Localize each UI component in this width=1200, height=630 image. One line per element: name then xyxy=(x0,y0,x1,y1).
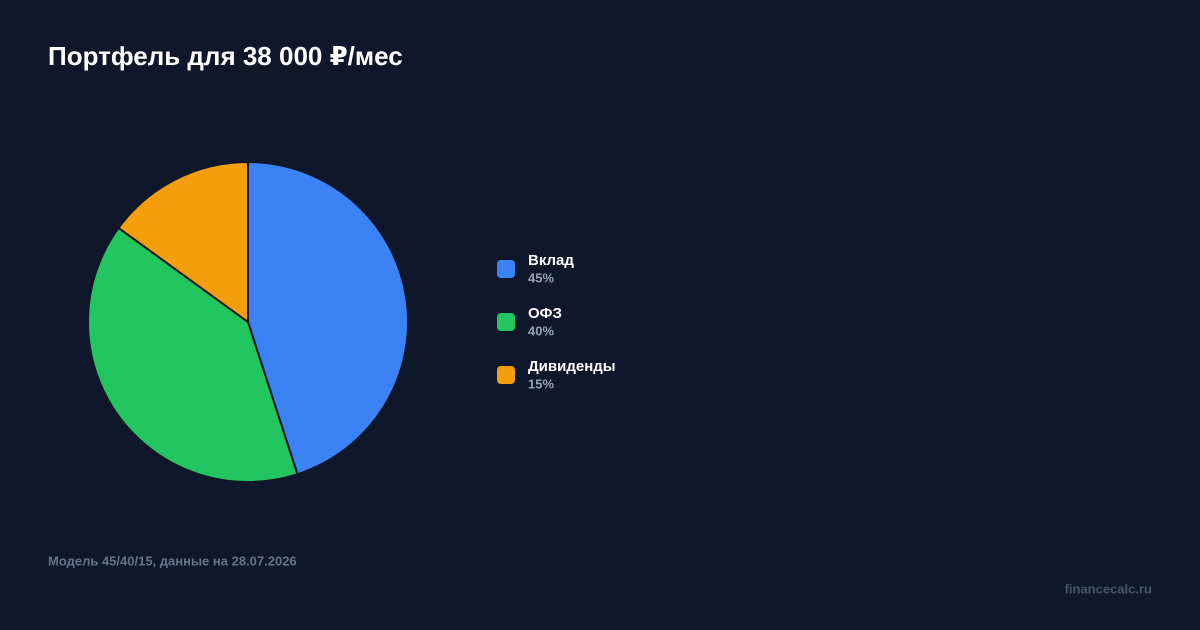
legend-value: 15% xyxy=(528,376,554,391)
watermark: financecalc.ru xyxy=(1065,581,1152,596)
pie-slice xyxy=(117,160,249,324)
legend-value: 45% xyxy=(528,270,554,285)
legend-label: Дивиденды xyxy=(528,358,616,375)
legend-label: Вклад xyxy=(528,252,574,269)
legend-swatch xyxy=(497,366,515,384)
pie-slice xyxy=(247,160,409,476)
pie-slice xyxy=(87,226,299,483)
legend-swatch xyxy=(497,313,515,331)
legend-swatch xyxy=(497,260,515,278)
chart-title: Портфель для 38 000 ₽/мес xyxy=(48,41,403,71)
legend-label: ОФЗ xyxy=(528,305,562,322)
legend-value: 40% xyxy=(528,323,554,338)
footnote: Модель 45/40/15, данные на 28.07.2026 xyxy=(48,553,297,568)
